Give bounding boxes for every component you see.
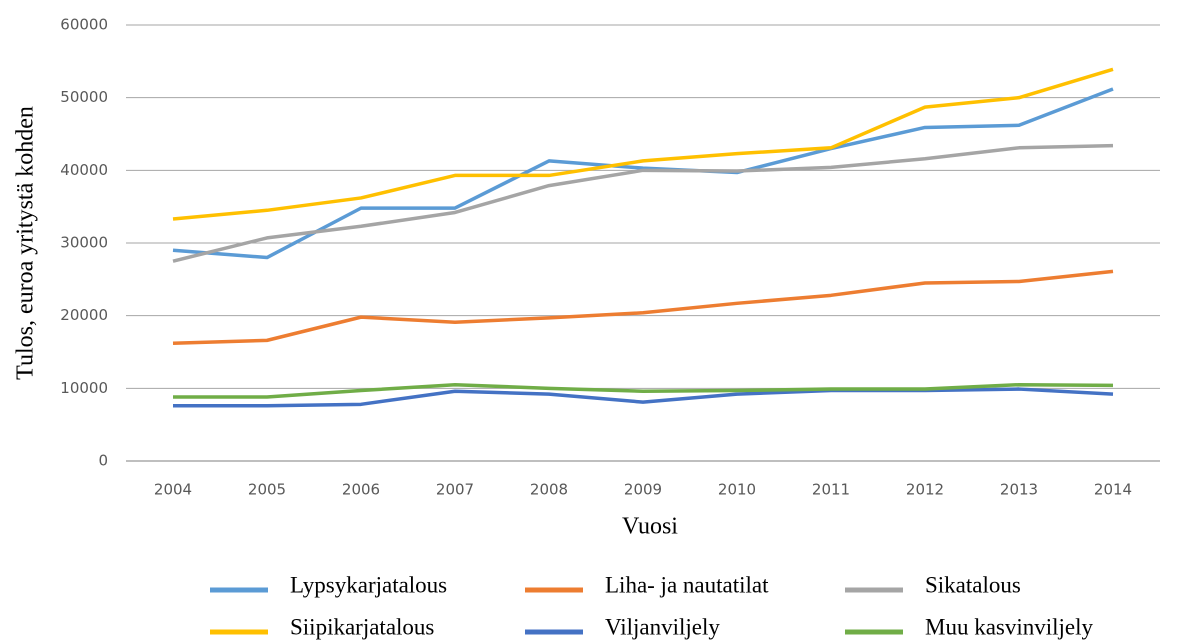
series-line [172,269,1114,346]
y-tick-label: 50000 [60,88,108,106]
x-tick-label: 2011 [812,481,850,499]
legend-label: Sikatalous [925,572,1021,597]
x-tick-label: 2014 [1094,481,1132,499]
legend-label: Liha- ja nautatilat [605,572,769,597]
y-tick-label: 60000 [60,16,108,34]
x-tick-label: 2009 [624,481,662,499]
y-axis-label: Tulos, euroa yritystä kohden [13,106,39,380]
x-tick-label: 2004 [154,481,192,499]
legend-label: Lypsykarjatalous [290,572,447,597]
legend-label: Muu kasvinviljely [925,614,1094,639]
y-tick-label: 40000 [60,161,108,179]
series-line [173,382,1114,399]
x-tick-label: 2013 [1000,481,1038,499]
series-line [173,387,1114,408]
x-axis-label: Vuosi [622,514,678,540]
x-tick-label: 2007 [436,481,474,499]
series-line [172,67,1114,221]
x-tick-label: 2008 [530,481,568,499]
series-line [172,87,1114,260]
y-tick-label: 0 [98,452,108,470]
legend-label: Viljanviljely [605,614,720,639]
y-tick-label: 20000 [60,306,108,324]
x-tick-label: 2012 [906,481,944,499]
y-tick-label: 30000 [60,234,108,252]
y-tick-label: 10000 [60,379,108,397]
x-tick-label: 2006 [342,481,380,499]
legend-label: Siipikarjatalous [290,614,434,639]
x-tick-label: 2010 [718,481,756,499]
series-line [172,143,1114,263]
x-tick-label: 2005 [248,481,286,499]
